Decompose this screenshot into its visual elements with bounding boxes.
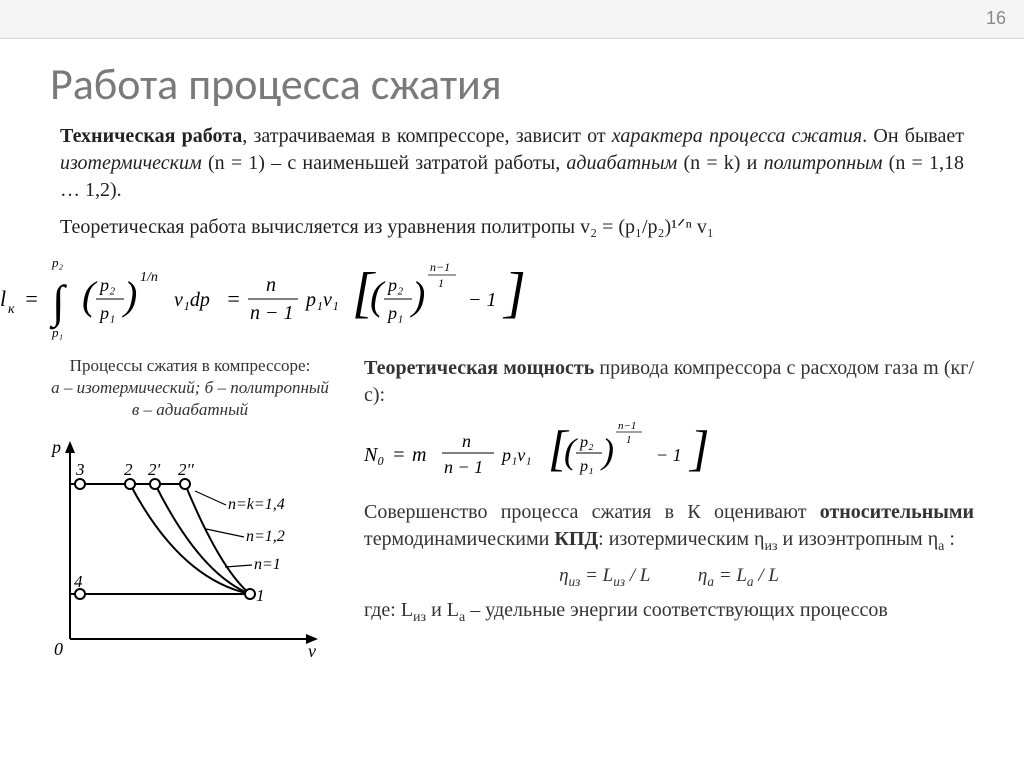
para1-b: . Он бывает (862, 125, 964, 147)
svg-text:=: = (226, 286, 241, 311)
right3-a: где: L (364, 599, 413, 621)
tech-work-strong: Техническая работа (60, 125, 242, 147)
svg-text:n: n (266, 274, 276, 296)
para1-d: (n = k) и (677, 152, 763, 174)
svg-text:4: 4 (74, 572, 83, 591)
body-text: Техническая работа, затрачиваемая в комп… (0, 123, 1024, 241)
para1-ital3: адиабатным (566, 152, 677, 174)
para1-c: (n = 1) – с наименьшей затратой работы, (202, 152, 567, 174)
slide-root: 16 Работа процесса сжатия Техническая ра… (0, 0, 1024, 767)
svg-text:∫: ∫ (49, 276, 67, 330)
pv-diagram: p v 0 3 2 2' 2'' (40, 429, 330, 659)
theor-power-strong: Теоретическая мощность (364, 357, 594, 379)
slide-topbar: 16 (0, 0, 1024, 39)
svg-text:p₂: p₂ (386, 275, 403, 295)
svg-text:n=k=1,4: n=k=1,4 (228, 496, 285, 513)
svg-text:v₁dp: v₁dp (174, 289, 210, 311)
para1-ital1: характера процесса сжатия (612, 125, 862, 147)
svg-text:n−1: n−1 (618, 420, 636, 432)
right3-b: и L (426, 599, 459, 621)
svg-text:(: ( (370, 273, 386, 318)
svg-text:2'': 2'' (178, 460, 194, 479)
para1-ital2: изотермическим (60, 152, 202, 174)
para1-a: , затрачиваемая в компрессоре, зависит о… (242, 125, 612, 147)
svg-text:): ) (122, 273, 137, 318)
svg-text:v: v (308, 641, 316, 659)
svg-text:p₁: p₁ (579, 458, 594, 475)
lower-columns: Процессы сжатия в компрессоре: а – изоте… (0, 355, 1024, 659)
page-number: 16 (986, 8, 1006, 29)
svg-text:p₁: p₁ (51, 325, 63, 340)
slide-title: Работа процесса сжатия (50, 57, 1024, 111)
caption-l3: в – адиабатный (132, 400, 248, 419)
svg-text:m: m (412, 444, 426, 466)
right2-sub1: из (764, 539, 777, 554)
formula-lk: l к = ∫ p₂ p₁ ( p₂ p₁ ) 1/n v₁dp = n n −… (0, 251, 1024, 341)
svg-text:p₂: p₂ (51, 255, 64, 270)
svg-text:1: 1 (626, 434, 632, 446)
svg-text:): ) (600, 431, 614, 471)
svg-text:2: 2 (124, 460, 133, 479)
svg-text:=: = (24, 286, 39, 311)
right2-s2: КПД (554, 528, 598, 550)
svg-text:p₂: p₂ (98, 275, 115, 295)
svg-text:p₁: p₁ (98, 303, 115, 323)
svg-text:p₂: p₂ (579, 434, 594, 451)
svg-text:(: ( (82, 273, 98, 318)
right2-d: : (944, 528, 955, 550)
svg-text:n=1,2: n=1,2 (246, 528, 285, 545)
right2-b: : изотермическим η (598, 528, 764, 550)
eta-line: ηиз = Lиз / L ηа = Lа / L (364, 563, 974, 591)
right2-a: Совершенство процесса сжатия в К оценива… (364, 501, 820, 523)
svg-text:=: = (392, 444, 406, 466)
left-column: Процессы сжатия в компрессоре: а – изоте… (40, 355, 340, 659)
svg-text:1/n: 1/n (140, 270, 158, 285)
diagram-caption: Процессы сжатия в компрессоре: а – изоте… (40, 355, 340, 421)
svg-text:p₁v₁: p₁v₁ (500, 445, 532, 465)
right2-mid: термодинамическими (364, 528, 554, 550)
svg-text:n − 1: n − 1 (444, 457, 483, 477)
svg-text:p: p (50, 437, 61, 457)
svg-text:n: n (462, 431, 471, 451)
svg-text:1: 1 (256, 586, 265, 605)
caption-l2: а – изотермический; б – политропный (51, 378, 329, 397)
para2: Теоретическая работа вычисляется из урав… (60, 214, 964, 241)
svg-text:n=1: n=1 (254, 556, 281, 573)
svg-text:p₁v₁: p₁v₁ (304, 289, 339, 311)
svg-text:к: к (8, 302, 15, 317)
caption-l1: Процессы сжатия в компрессоре: (70, 356, 311, 375)
right2-c: и изоэнтропным η (777, 528, 938, 550)
right3-c: – удельные энергии соответствующих проце… (465, 599, 888, 621)
svg-text:0: 0 (54, 639, 63, 659)
svg-text:1: 1 (438, 276, 444, 290)
svg-text:n−1: n−1 (430, 260, 450, 274)
svg-text:3: 3 (75, 460, 85, 479)
svg-text:]: ] (502, 262, 526, 324)
para1-ital4: политропным (764, 152, 883, 174)
svg-text:]: ] (688, 420, 709, 476)
svg-text:l: l (0, 286, 6, 311)
svg-text:p₁: p₁ (386, 303, 403, 323)
svg-text:(: ( (564, 431, 578, 471)
svg-text:− 1: − 1 (468, 289, 497, 311)
svg-text:n − 1: n − 1 (250, 302, 294, 324)
formula-n0: N₀ = m n n − 1 p₁v₁ [ ( p₂ p₁ ) n−1 1 (364, 413, 974, 491)
svg-text:N₀: N₀ (364, 444, 384, 466)
svg-text:− 1: − 1 (656, 445, 682, 465)
right-column: Теоретическая мощность привода компрессо… (364, 355, 974, 659)
right2-s1: относительными (820, 501, 974, 523)
svg-text:2': 2' (148, 460, 161, 479)
svg-text:): ) (410, 273, 425, 318)
